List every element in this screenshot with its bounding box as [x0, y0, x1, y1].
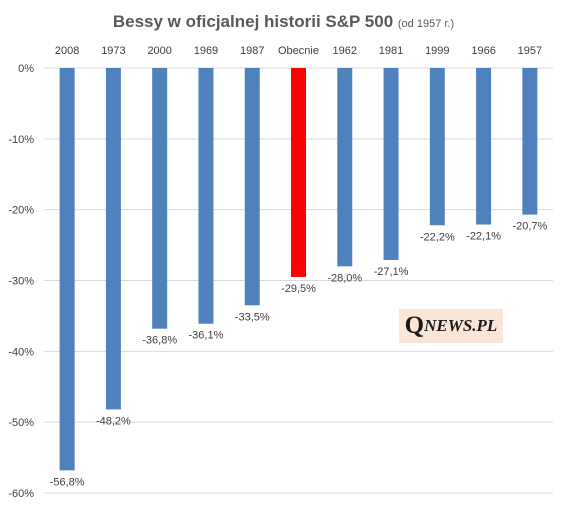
- bar: [383, 68, 399, 260]
- data-label: -36,8%: [142, 335, 177, 347]
- category-label: 1962: [333, 45, 357, 57]
- category-labels: 2008 1973 2000 1969 1987 Obecnie 1962 1981 1999 1…: [55, 45, 542, 57]
- y-axis-tick-labels: 0% -10% -20% -30% -40% -50% -60%: [8, 63, 34, 500]
- category-label: 1973: [101, 45, 125, 57]
- category-label: 1957: [518, 45, 542, 57]
- bar: [291, 68, 306, 277]
- bar: [522, 68, 538, 215]
- chart-subtitle: (od 1957 r.): [397, 18, 455, 30]
- category-label: 1981: [379, 45, 403, 57]
- category-label: 1969: [194, 45, 218, 57]
- category-label: 2000: [147, 45, 171, 57]
- y-tick-label: -50%: [8, 417, 34, 429]
- bar: [152, 68, 168, 329]
- data-label: -56,8%: [50, 476, 85, 488]
- y-tick-label: -10%: [8, 134, 34, 146]
- bar: [244, 68, 260, 306]
- y-tick-label: -20%: [8, 205, 34, 217]
- qnews-watermark: Q NEWS .PL: [399, 309, 503, 343]
- y-tick-label: -40%: [8, 346, 34, 358]
- bar: [476, 68, 492, 225]
- y-tick-label: -30%: [8, 276, 34, 288]
- category-label: 1999: [425, 45, 449, 57]
- chart-title-main: Bessy w oficjalnej historii S&P 500: [112, 12, 394, 31]
- watermark-q: Q: [404, 312, 425, 339]
- data-label: -28,0%: [327, 272, 362, 284]
- gridlines: [44, 67, 553, 494]
- category-label: Obecnie: [278, 45, 319, 57]
- bar: [198, 68, 214, 324]
- data-label: -22,1%: [466, 231, 501, 243]
- data-label: -48,2%: [96, 415, 131, 427]
- bar: [59, 68, 75, 471]
- chart-title: Bessy w oficjalnej historii S&P 500 (od …: [0, 12, 567, 32]
- bar: [105, 68, 121, 410]
- bar: [429, 68, 445, 226]
- data-label: -20,7%: [512, 221, 547, 233]
- y-tick-label: -60%: [8, 488, 34, 500]
- data-label: -27,1%: [374, 266, 409, 278]
- data-labels: -56,8% -48,2% -36,8% -36,1% -33,5% -29,5% -28,…: [50, 221, 548, 489]
- category-label: 2008: [55, 45, 79, 57]
- category-label: 1966: [471, 45, 495, 57]
- bar: [337, 68, 353, 267]
- watermark-news: NEWS: [424, 316, 473, 335]
- category-label: 1987: [240, 45, 264, 57]
- data-label: -29,5%: [281, 283, 316, 295]
- data-label: -33,5%: [235, 311, 270, 323]
- data-label: -36,1%: [189, 330, 224, 342]
- bars: [59, 68, 538, 471]
- watermark-pl: .PL: [472, 316, 498, 335]
- y-tick-label: 0%: [18, 63, 34, 75]
- data-label: -22,2%: [420, 231, 455, 243]
